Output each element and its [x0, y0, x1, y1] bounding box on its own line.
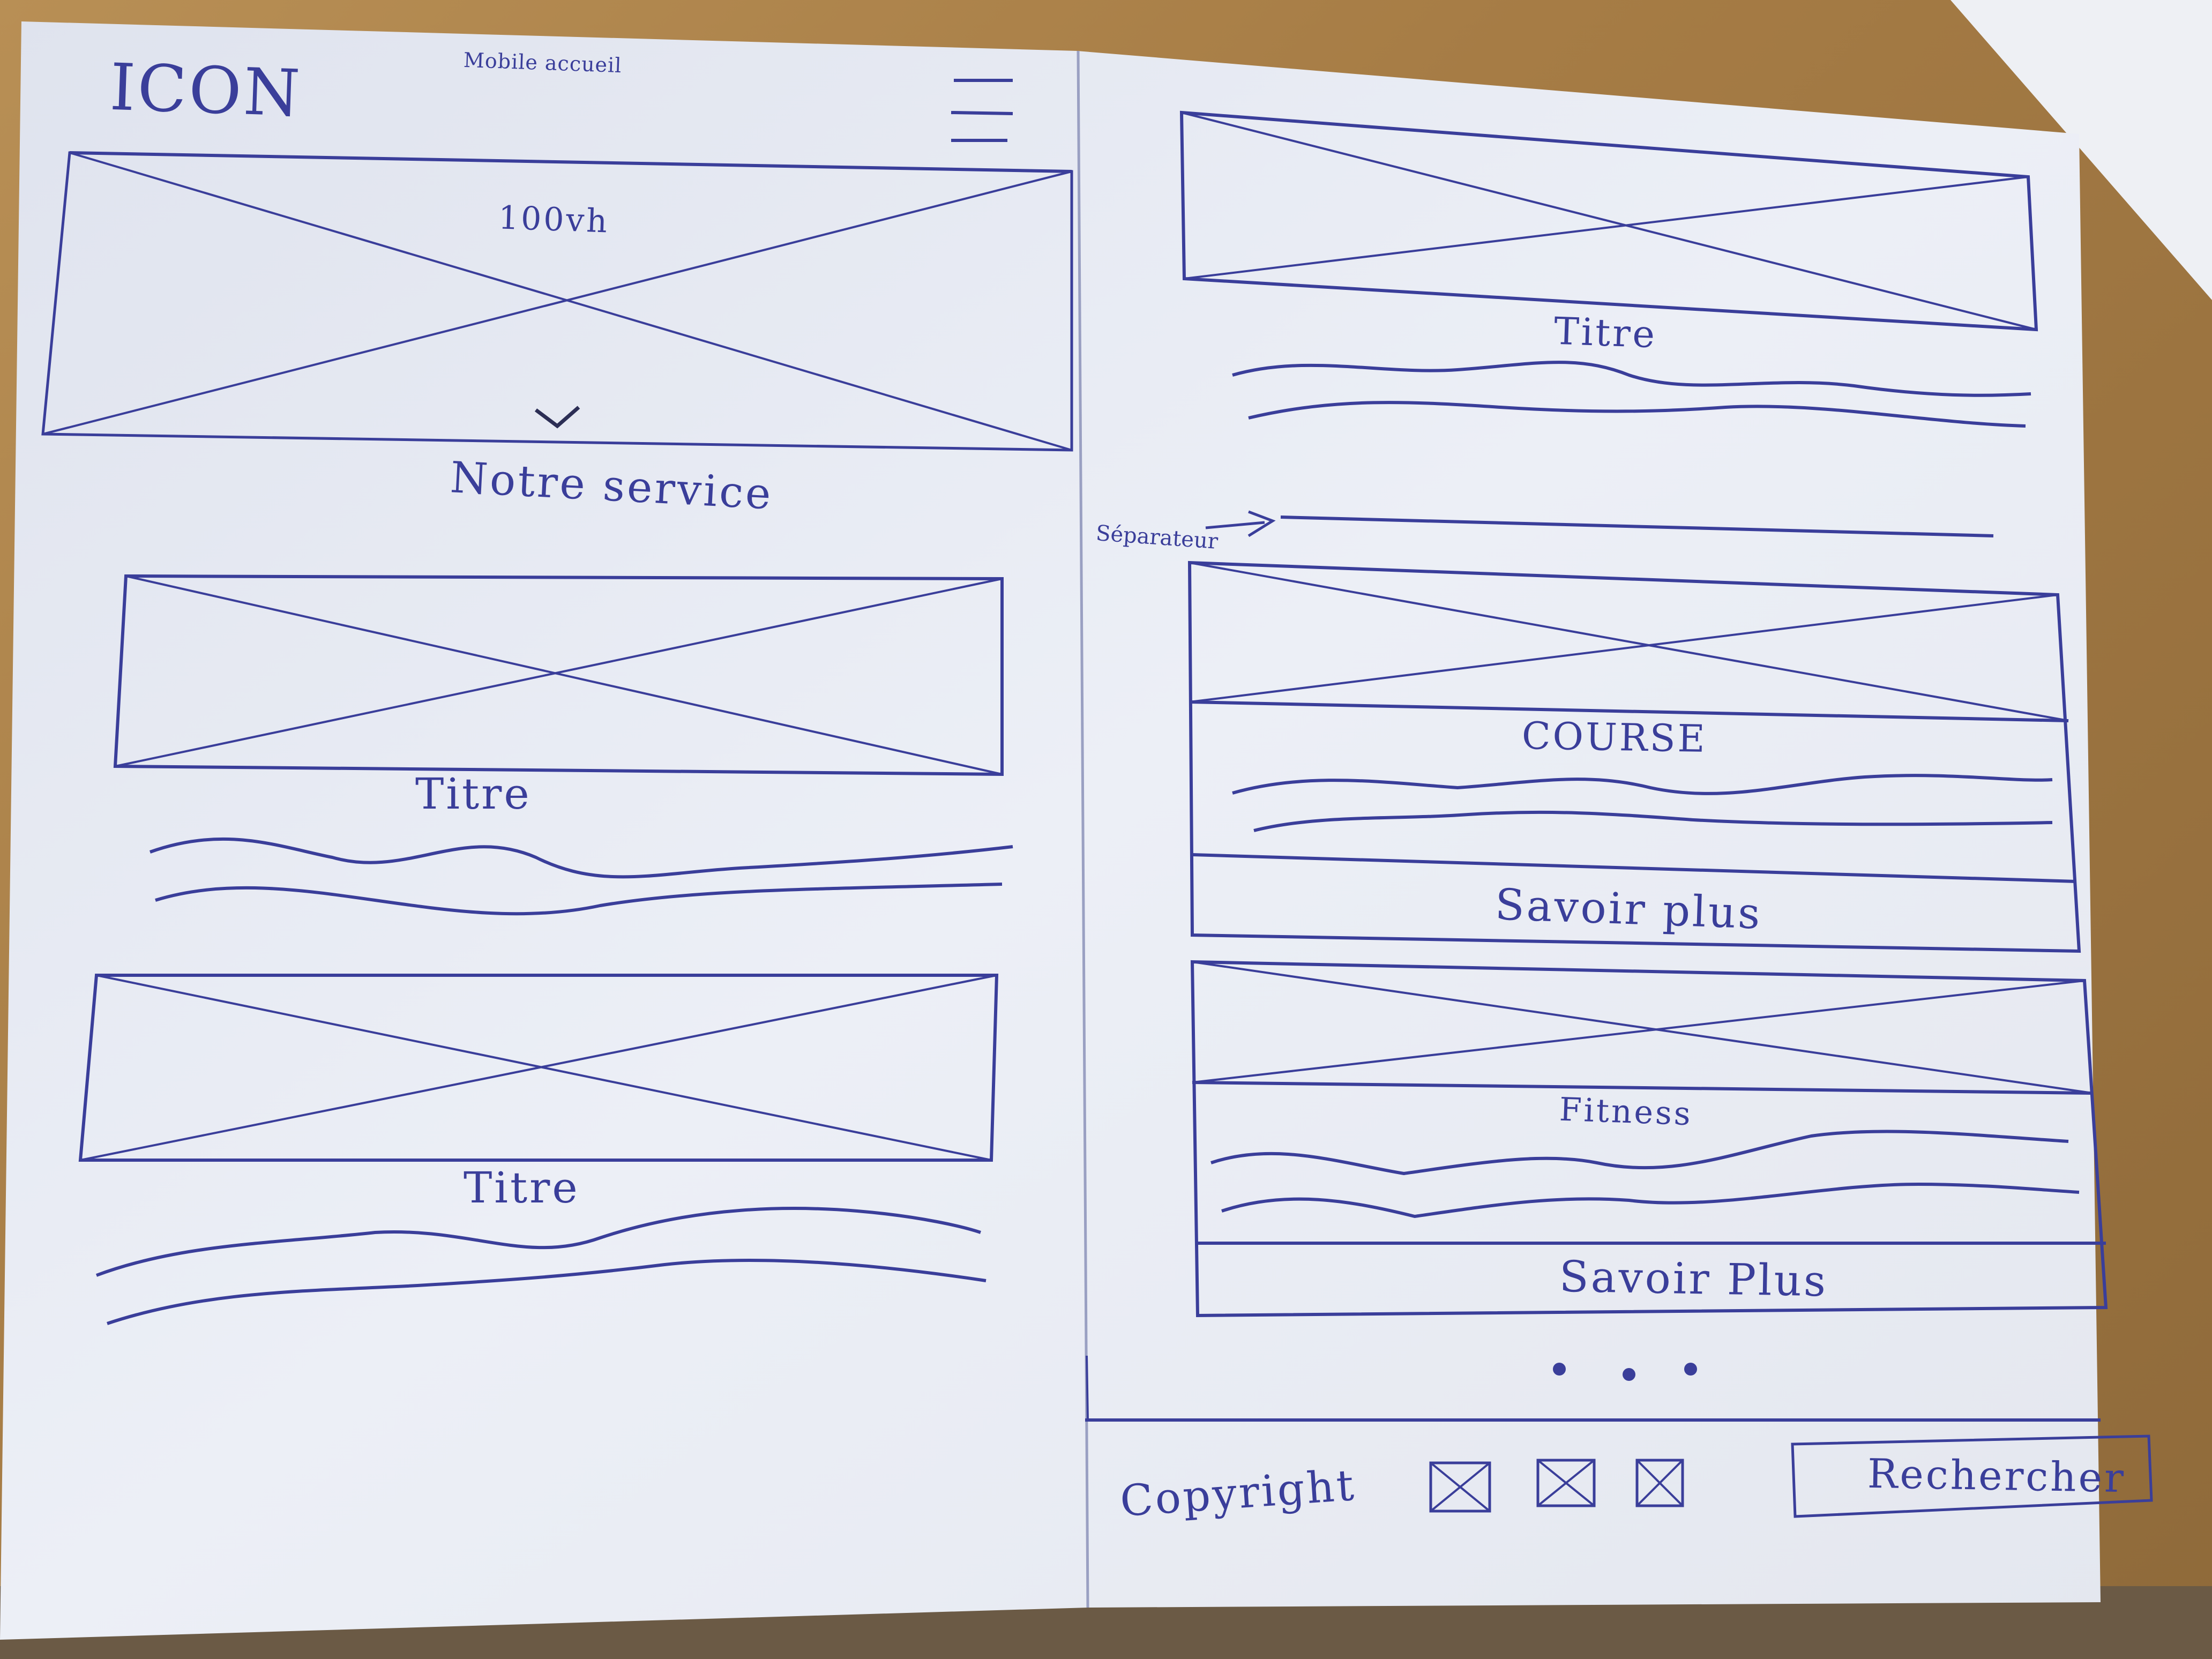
course-card-frame: [1187, 561, 2081, 953]
fitness-more-button[interactable]: Savoir Plus: [1559, 1251, 1828, 1306]
course-more-button[interactable]: Savoir plus: [1494, 879, 1763, 939]
left-card-2-title: Titre: [464, 1163, 580, 1213]
social-icon-2[interactable]: [1538, 1460, 1594, 1506]
course-card-title: COURSE: [1521, 713, 1708, 761]
social-box-3: [1635, 1459, 1684, 1507]
fitness-card-frame: [1190, 960, 2108, 1318]
logo[interactable]: ICON: [108, 50, 303, 132]
search-box[interactable]: Rechercher: [1867, 1449, 2126, 1502]
separator-line: [1280, 515, 1994, 537]
left-card-1-title: Titre: [415, 769, 532, 819]
fitness-card-title: Fitness: [1558, 1090, 1693, 1133]
hamburger-menu-icon[interactable]: [943, 70, 1023, 150]
social-box-1: [1429, 1461, 1491, 1513]
chevron-down-icon[interactable]: [530, 397, 589, 439]
course-button-top: [1192, 853, 2077, 883]
fitness-image-bottom: [1192, 1081, 2093, 1095]
social-box-2: [1536, 1459, 1596, 1507]
social-icon-1[interactable]: [1431, 1463, 1490, 1511]
search-box-frame: [1791, 1434, 2153, 1518]
course-image-bottom: [1189, 700, 2069, 722]
hero-cross-1: [69, 152, 1072, 451]
social-icon-3[interactable]: [1637, 1460, 1683, 1506]
hero-cross-2: [42, 170, 1072, 435]
right-top-card-title: Titre: [1553, 309, 1658, 357]
hero-height-label: 100vh: [497, 199, 610, 241]
